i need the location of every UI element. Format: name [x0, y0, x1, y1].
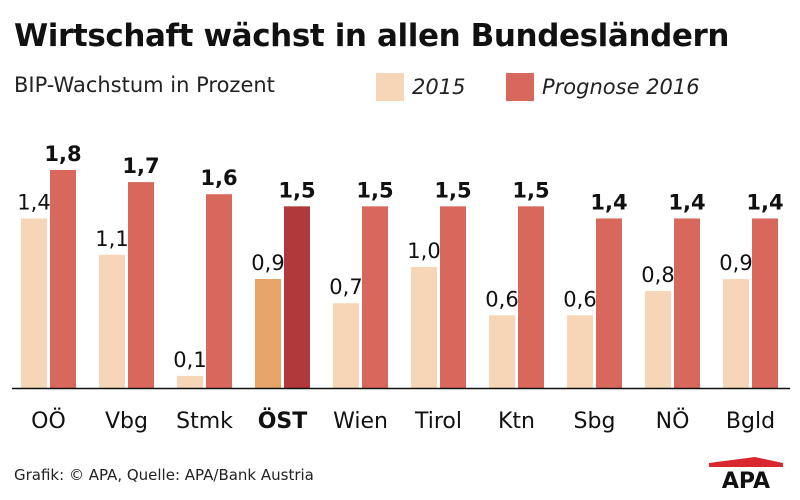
legend-swatch-2015 [376, 73, 404, 101]
data-label-2016-3-öst: 1,5 [278, 178, 315, 202]
bar-2015-4-wien [333, 303, 359, 388]
bar-2015-5-tirol [411, 266, 437, 388]
bar-2016-0-oö [50, 170, 76, 388]
bar-2016-6-ktn [518, 206, 544, 388]
x-tick-label-5-tirol: Tirol [414, 409, 462, 434]
data-label-2016-9-bgld: 1,4 [746, 190, 783, 214]
bar-2016-9-bgld [752, 218, 778, 388]
bar-2016-5-tirol [440, 206, 466, 388]
data-label-2015-8-nö: 0,8 [641, 263, 674, 287]
x-tick-label-7-sbg: Sbg [574, 409, 616, 434]
bar-2015-2-stmk [177, 375, 203, 388]
x-tick-label-0-oö: OÖ [31, 408, 66, 434]
bar-2015-3-öst [255, 279, 281, 388]
x-tick-label-2-stmk: Stmk [176, 409, 233, 434]
data-label-2016-2-stmk: 1,6 [200, 166, 237, 190]
data-label-2016-7-sbg: 1,4 [590, 190, 627, 214]
data-label-2015-2-stmk: 0,1 [173, 348, 206, 372]
x-tick-label-4-wien: Wien [333, 409, 388, 434]
apa-logo: APA [709, 457, 783, 489]
bar-2016-2-stmk [206, 194, 232, 388]
x-tick-label-8-nö: NÖ [656, 408, 690, 434]
legend-item-2016: Prognose 2016 [506, 73, 700, 101]
bar-chart: 1,4 1,8 OÖ 1,1 1,7 Vbg 0,1 1,6 Stmk 0,9 1,5 ÖST 0,7 1… [12, 142, 790, 434]
x-tick-label-6-ktn: Ktn [498, 409, 535, 434]
chart-subtitle: BIP-Wachstum in Prozent [14, 73, 275, 97]
bar-2015-6-ktn [489, 315, 515, 388]
data-label-2016-4-wien: 1,5 [356, 178, 393, 202]
data-label-2015-6-ktn: 0,6 [485, 287, 518, 311]
legend-label-2015: 2015 [412, 75, 466, 99]
apa-logo-swoosh [709, 457, 783, 467]
data-label-2016-1-vbg: 1,7 [122, 154, 159, 178]
data-label-2015-0-oö: 1,4 [17, 190, 50, 214]
x-tick-label-3-öst: ÖST [258, 408, 308, 434]
legend-item-2015: 2015 [376, 73, 465, 101]
data-label-2016-0-oö: 1,8 [44, 142, 81, 166]
bar-2016-8-nö [674, 218, 700, 388]
bar-2015-8-nö [645, 291, 671, 388]
bar-2015-1-vbg [99, 254, 125, 388]
bar-2016-4-wien [362, 206, 388, 388]
data-label-2016-8-nö: 1,4 [668, 190, 705, 214]
data-label-2015-9-bgld: 0,9 [719, 251, 752, 275]
bar-2016-1-vbg [128, 182, 154, 388]
x-tick-label-1-vbg: Vbg [105, 409, 148, 434]
data-label-2016-6-ktn: 1,5 [512, 178, 549, 202]
bar-2015-9-bgld [723, 279, 749, 388]
chart-title: Wirtschaft wächst in allen Bundesländern [14, 18, 730, 54]
data-label-2016-5-tirol: 1,5 [434, 178, 471, 202]
data-label-2015-7-sbg: 0,6 [563, 287, 596, 311]
bar-2015-0-oö [21, 218, 47, 388]
legend-label-2016: Prognose 2016 [542, 75, 700, 99]
data-label-2015-1-vbg: 1,1 [95, 227, 128, 251]
bar-2015-7-sbg [567, 315, 593, 388]
data-label-2015-3-öst: 0,9 [251, 251, 284, 275]
bar-2016-3-öst [284, 206, 310, 388]
source-footer: Grafik: © APA, Quelle: APA/Bank Austria [14, 466, 314, 484]
bar-2016-7-sbg [596, 218, 622, 388]
legend-swatch-2016 [506, 73, 534, 101]
apa-logo-text: APA [722, 469, 770, 489]
data-label-2015-4-wien: 0,7 [329, 275, 362, 299]
x-tick-label-9-bgld: Bgld [726, 409, 775, 434]
data-label-2015-5-tirol: 1,0 [407, 239, 440, 263]
